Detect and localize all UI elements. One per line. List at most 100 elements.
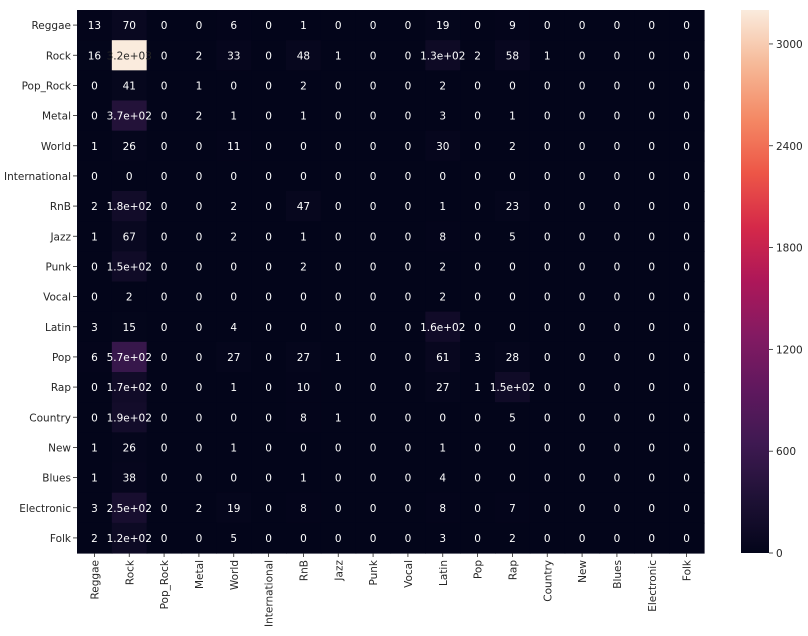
heatmap-cell [216, 70, 252, 102]
cell-value-label: 48 [297, 50, 310, 62]
y-tick-label: International [4, 171, 71, 183]
cell-value-label: 0 [265, 412, 272, 424]
cell-value-label: 47 [297, 201, 310, 213]
cell-value-label: 0 [91, 80, 98, 92]
cell-value-label: 26 [123, 141, 137, 153]
cell-value-label: 0 [265, 141, 272, 153]
cell-value-label: 0 [579, 322, 586, 334]
heatmap-cell [77, 160, 113, 192]
cell-value-label: 0 [265, 171, 272, 183]
heatmap-cell [286, 372, 322, 403]
heatmap-cell [460, 281, 496, 313]
cell-value-label: 8 [439, 503, 446, 515]
cell-value-label: 0 [474, 201, 481, 213]
heatmap-cell [355, 311, 392, 343]
cell-value-label: 6 [91, 352, 98, 364]
heatmap-cell [599, 130, 635, 162]
cell-value-label: 0 [265, 201, 272, 213]
heatmap-cell [460, 10, 496, 41]
heatmap-cell [599, 221, 635, 252]
cell-value-label: 58 [506, 50, 519, 62]
cell-value-label: 0 [544, 352, 551, 364]
cell-value-label: 13 [88, 20, 101, 32]
y-tick-label: World [41, 141, 71, 153]
heatmap-cell [425, 341, 461, 373]
cell-value-label: 0 [300, 322, 307, 334]
heatmap-cell [286, 130, 322, 162]
heatmap-cell [669, 160, 705, 192]
heatmap-cell [77, 191, 113, 222]
heatmap-cell [355, 492, 392, 524]
heatmap-cell [216, 432, 252, 464]
cell-value-label: 0 [648, 261, 655, 273]
cell-value-label: 2 [439, 261, 446, 273]
heatmap-cell [111, 160, 148, 192]
heatmap-cell [460, 251, 496, 283]
heatmap-cell [460, 402, 496, 433]
heatmap-cell [251, 70, 287, 102]
heatmap-cell [251, 462, 287, 494]
heatmap-cell [251, 281, 287, 313]
heatmap-cell [390, 40, 426, 71]
cell-value-label: 0 [579, 141, 586, 153]
heatmap-cell [181, 191, 217, 222]
cell-value-label: 0 [579, 50, 586, 62]
heatmap-cell [320, 221, 357, 252]
cell-value-label: 0 [579, 80, 586, 92]
cell-value-label: 3 [474, 352, 481, 364]
heatmap-cell [460, 311, 496, 343]
heatmap-cell [146, 70, 183, 102]
heatmap-cell [77, 311, 113, 343]
cell-value-label: 1.5e+02 [490, 382, 535, 394]
cell-value-label: 0 [648, 473, 655, 485]
x-tick-label: Latin [438, 560, 450, 586]
cell-value-label: 1 [230, 442, 237, 454]
cell-value-label: 0 [683, 261, 690, 273]
cell-value-label: 0 [474, 20, 481, 32]
y-tick-label: RnB [50, 201, 71, 213]
cell-value-label: 0 [335, 322, 342, 334]
cell-value-label: 2 [91, 533, 98, 545]
heatmap-cell [251, 40, 287, 71]
heatmap-cell [599, 522, 635, 554]
cell-value-label: 0 [683, 322, 690, 334]
heatmap-cell [564, 462, 601, 494]
cell-value-label: 0 [230, 80, 237, 92]
cell-value-label: 1 [91, 473, 98, 485]
heatmap-cell [390, 462, 426, 494]
cell-value-label: 26 [123, 442, 137, 454]
cell-value-label: 2 [126, 292, 133, 304]
cell-value-label: 0 [648, 533, 655, 545]
heatmap-cell [286, 311, 322, 343]
heatmap-cell [460, 341, 496, 373]
heatmap-cell [320, 130, 357, 162]
heatmap-cell [286, 70, 322, 102]
heatmap-cell [286, 402, 322, 433]
heatmap-cell [111, 130, 148, 162]
heatmap-cell [599, 492, 635, 524]
cell-value-label: 4 [439, 473, 446, 485]
heatmap-cell [634, 10, 670, 41]
cell-value-label: 0 [265, 442, 272, 454]
heatmap-cell [216, 402, 252, 433]
heatmap-cell [564, 372, 601, 403]
heatmap-cell [390, 100, 426, 132]
cell-value-label: 0 [230, 261, 237, 273]
cell-value-label: 2 [91, 201, 98, 213]
cell-value-label: 23 [506, 201, 519, 213]
cell-value-label: 0 [335, 141, 342, 153]
x-tick-label: New [577, 560, 589, 583]
cell-value-label: 0 [265, 261, 272, 273]
heatmap-cells [77, 10, 705, 554]
cell-value-label: 1 [300, 231, 307, 243]
cell-value-label: 0 [474, 231, 481, 243]
x-tick-labels: Reggae Rock Pop_Rock Metal World Internationa… [89, 553, 694, 627]
cell-value-label: 0 [405, 382, 412, 394]
cell-value-label: 3 [91, 322, 98, 334]
heatmap-cell [216, 372, 252, 403]
heatmap-cell [111, 281, 148, 313]
cell-value-label: 0 [196, 231, 203, 243]
cell-value-label: 0 [196, 292, 203, 304]
heatmap-cell [111, 100, 148, 132]
x-tick-label: Vocal [403, 560, 415, 588]
